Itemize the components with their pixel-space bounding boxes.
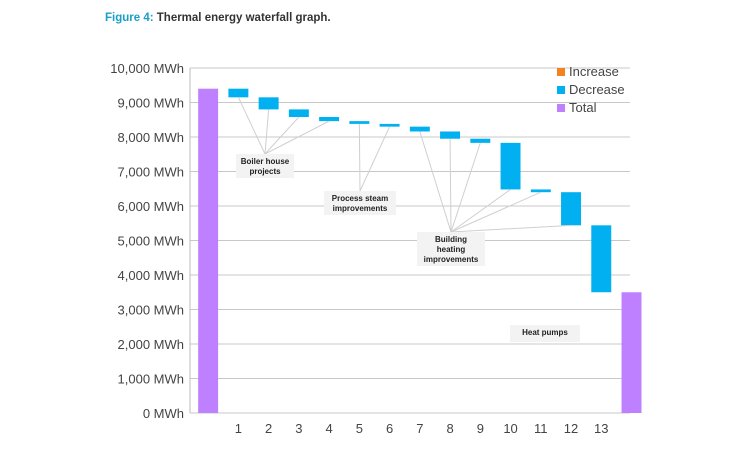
y-tick-label: 8,000 MWh <box>118 130 184 145</box>
decrease-bar <box>319 116 340 122</box>
y-tick-label: 3,000 MWh <box>118 303 184 318</box>
callout-box <box>236 154 294 178</box>
x-tick-label: 5 <box>356 421 363 436</box>
legend-label-increase: Increase <box>569 64 619 79</box>
decrease-bar <box>500 142 521 190</box>
decrease-bar <box>470 138 491 143</box>
callout-box <box>324 191 396 215</box>
decrease-bar <box>288 109 309 117</box>
legend-label-total: Total <box>569 100 597 115</box>
total-bar <box>198 88 219 413</box>
y-tick-label: 1,000 MWh <box>118 372 184 387</box>
callout-label: projects <box>249 167 281 176</box>
y-tick-label: 4,000 MWh <box>118 268 184 283</box>
y-tick-label: 10,000 MWh <box>110 61 184 76</box>
decrease-bar <box>349 121 370 124</box>
y-tick-label: 6,000 MWh <box>118 199 184 214</box>
decrease-bar <box>440 131 461 139</box>
callout-leader-line <box>450 142 481 233</box>
callout-label: Building <box>435 235 467 244</box>
y-tick-label: 9,000 MWh <box>118 96 184 111</box>
y-tick-label: 5,000 MWh <box>118 234 184 249</box>
y-tick-label: 0 MWh <box>143 406 184 421</box>
legend-swatch-total <box>557 104 565 112</box>
total-bar <box>621 292 642 413</box>
x-tick-label: 11 <box>534 421 548 436</box>
x-tick-label: 1 <box>235 421 242 436</box>
decrease-bar <box>409 126 430 132</box>
callout-box <box>417 232 485 266</box>
legend-swatch-increase <box>557 68 565 76</box>
x-tick-label: 2 <box>265 421 272 436</box>
callout-label: improvements <box>333 204 388 213</box>
decrease-bar <box>591 225 612 293</box>
callout-leader-line <box>237 97 266 155</box>
callout-label: Process steam <box>332 194 388 203</box>
x-tick-label: 13 <box>594 421 608 436</box>
decrease-bar <box>530 189 551 193</box>
callout-leader-line <box>358 123 361 192</box>
x-tick-label: 7 <box>416 421 423 436</box>
callout-leader-line <box>359 126 391 192</box>
decrease-bar <box>379 123 400 127</box>
callout-leader-line <box>264 120 330 155</box>
callout-leader-line <box>264 116 300 155</box>
y-tick-label: 2,000 MWh <box>118 337 184 352</box>
callout-label: improvements <box>424 255 479 264</box>
callout-label: Heat pumps <box>522 328 568 337</box>
figure-caption: Figure 4: Thermal energy waterfall graph… <box>105 12 331 24</box>
callout-leader-line <box>419 131 452 233</box>
decrease-bar <box>561 192 582 226</box>
x-tick-label: 8 <box>446 421 453 436</box>
callout-leader-line <box>449 138 452 233</box>
x-tick-label: 9 <box>477 421 484 436</box>
x-tick-label: 6 <box>386 421 393 436</box>
callout-box <box>510 325 580 342</box>
x-tick-label: 4 <box>325 421 332 436</box>
x-tick-label: 3 <box>295 421 302 436</box>
callout-label: Boiler house <box>241 157 290 166</box>
callout-leader-line <box>450 224 572 233</box>
figure-title: Thermal energy waterfall graph. <box>156 12 331 24</box>
callout-leader-line <box>264 109 270 155</box>
x-tick-label: 12 <box>564 421 578 436</box>
callout-leader-line <box>450 189 511 233</box>
decrease-bar <box>258 97 279 110</box>
callout-label: heating <box>437 245 466 254</box>
legend-swatch-decrease <box>557 86 565 94</box>
y-tick-label: 7,000 MWh <box>118 165 184 180</box>
figure-label: Figure 4: <box>105 12 154 24</box>
x-tick-label: 10 <box>503 421 517 436</box>
legend-label-decrease: Decrease <box>569 82 625 97</box>
callout-leader-line <box>450 191 541 233</box>
decrease-bar <box>228 88 249 98</box>
